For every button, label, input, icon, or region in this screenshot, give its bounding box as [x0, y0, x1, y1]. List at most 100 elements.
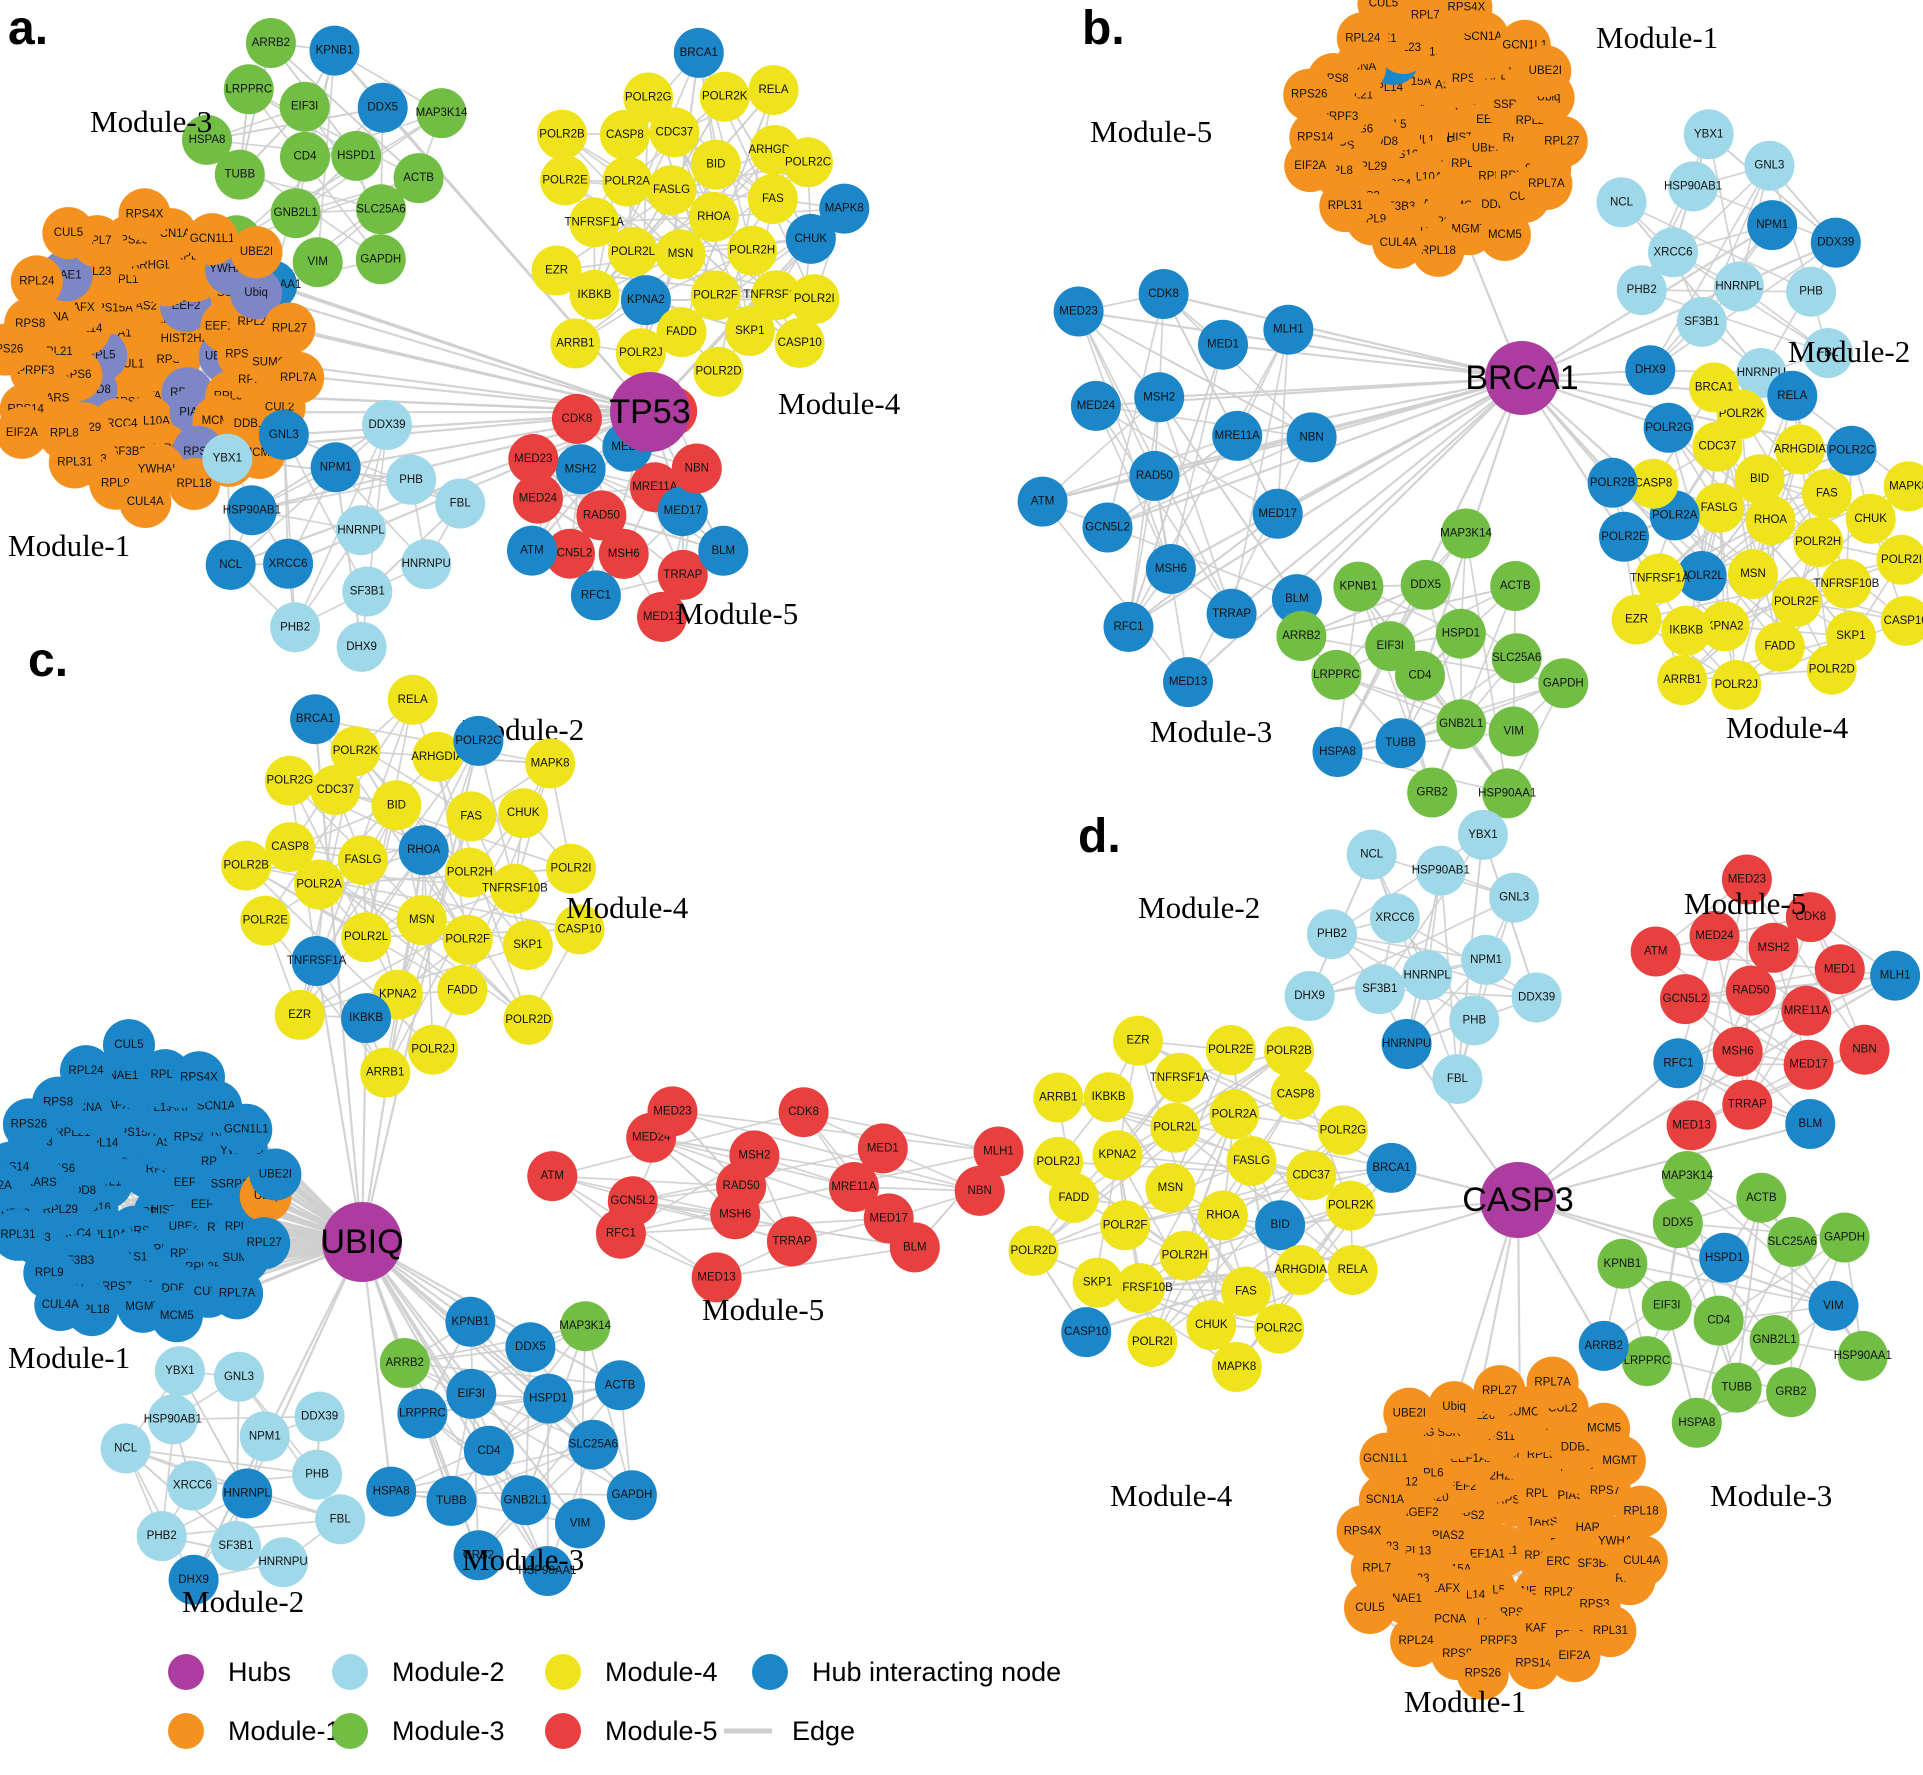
node-label: NBN	[685, 463, 709, 475]
node-label: EZR	[288, 1009, 311, 1021]
node-label: MSH2	[1143, 391, 1175, 403]
node-EIF3I	[279, 81, 330, 132]
node-label: MED1	[1207, 339, 1239, 351]
node-label: PHB2	[1627, 284, 1657, 296]
node-label: NCL	[1360, 849, 1384, 861]
hub-TP53	[610, 372, 690, 452]
node-label: ARHGDIA	[411, 751, 464, 763]
hub-edge	[1277, 377, 1523, 515]
edge	[1127, 513, 1279, 628]
node-TNFRSF1A	[569, 197, 620, 248]
node-label: YBX1	[1468, 829, 1497, 841]
node-BID	[690, 139, 741, 190]
node-label: HSP90AB1	[144, 1413, 202, 1425]
node-CUL5	[42, 207, 95, 259]
node-PHB2	[270, 602, 321, 653]
node-label: ARRB2	[1282, 630, 1320, 642]
node-FAS	[747, 174, 798, 224]
node-label: MED13	[1169, 676, 1207, 688]
node-label: VIM	[1503, 726, 1523, 738]
node-POLR2E	[1599, 511, 1649, 562]
node-label: RHOA	[1754, 514, 1788, 526]
node-label: POLR2K	[1719, 408, 1765, 420]
node-label: NPM1	[320, 461, 352, 473]
node-label: GRB2	[1775, 1386, 1806, 1398]
node-MSH6	[1145, 544, 1196, 594]
node-label: BID	[387, 799, 406, 811]
node-SF3B1	[342, 566, 393, 617]
node-label: RPL31	[0, 1229, 35, 1241]
node-label: RPL9	[101, 478, 130, 490]
node-label: HNRNPL	[1715, 281, 1763, 293]
node-label: VIM	[570, 1518, 590, 1530]
node-TRRAP	[657, 549, 708, 600]
node-label: RAD50	[1136, 470, 1173, 482]
node-label: TNFRSF1A	[564, 216, 624, 228]
node-label: ARRB2	[252, 37, 290, 49]
node-label: POLR2D	[695, 366, 741, 378]
node-label: BLM	[711, 545, 735, 557]
node-label: RPL24	[19, 275, 55, 287]
panel-letter-a: a.	[8, 2, 48, 55]
node-label: ARRB2	[386, 1357, 424, 1369]
node-HNRNPL	[1714, 261, 1764, 312]
node-label: FBL	[330, 1513, 352, 1525]
node-ARRB2	[245, 18, 296, 68]
node-label: HSP90AA1	[1478, 787, 1536, 799]
node-label: POLR2H	[1162, 1250, 1208, 1262]
node-label: XRCC6	[1654, 246, 1693, 258]
node-FBL	[435, 478, 486, 529]
node-DHX9	[1625, 345, 1676, 396]
node-label: MSH2	[738, 1149, 770, 1161]
node-label: TUBB	[224, 169, 255, 181]
node-RPL24	[10, 255, 63, 308]
node-label: RPL7	[1362, 1563, 1391, 1575]
node-label: EIF2A	[1559, 1650, 1591, 1662]
node-label: SF3B1	[218, 1540, 253, 1552]
node-label: PHB	[1799, 286, 1823, 298]
legend-swatch-icon	[752, 1654, 788, 1690]
node-label: DDX5	[1662, 1217, 1693, 1229]
node-label: HNRNPL	[1404, 969, 1452, 981]
node-label: HSPD1	[1442, 628, 1480, 640]
node-label: DDX5	[1410, 579, 1441, 591]
node-label: GNL3	[224, 1371, 254, 1383]
node-POLR2E	[540, 155, 591, 206]
node-ARHGDIA	[1774, 424, 1825, 475]
node-MSH6	[598, 528, 649, 579]
node-SLC25A6	[1491, 633, 1542, 684]
node-label: POLR2J	[411, 1044, 454, 1056]
node-NCL	[1596, 177, 1647, 228]
node-RHOA	[1745, 495, 1796, 546]
node-DDX39	[1810, 217, 1861, 268]
node-POLR2I	[789, 274, 840, 325]
node-label: RFC1	[606, 1228, 636, 1240]
node-label: MCM5	[1587, 1423, 1621, 1435]
node-label: POLR2E	[1208, 1044, 1254, 1056]
node-label: NAE1	[1392, 1593, 1422, 1605]
node-label: CHUK	[1854, 513, 1887, 525]
node-label: RPL31	[57, 457, 92, 469]
node-RAD50	[1129, 450, 1180, 501]
node-label: POLR2D	[1809, 664, 1855, 676]
node-SLC25A6	[356, 184, 406, 235]
node-label: SKP1	[735, 325, 764, 337]
module-label: Module-4	[566, 890, 689, 925]
node-TUBB	[214, 149, 265, 200]
node-label: FASLG	[1233, 1155, 1270, 1167]
node-label: GNL3	[1499, 892, 1529, 904]
node-KPNA2	[1699, 601, 1750, 652]
hub-label: CASP3	[1462, 1181, 1574, 1219]
node-label: HNRNPU	[402, 558, 451, 570]
node-label: HSP90AB1	[1412, 865, 1470, 877]
node-label: SLC25A6	[1768, 1236, 1817, 1248]
node-label: POLR2C	[1256, 1323, 1302, 1335]
node-label: GCN1L1	[1363, 1453, 1408, 1465]
node-label: MED24	[1077, 400, 1116, 412]
node-label: NPM1	[1756, 219, 1788, 231]
node-label: BRCA1	[680, 47, 718, 59]
node-PHB	[1786, 266, 1837, 317]
node-label: MAPK8	[1217, 1361, 1256, 1373]
node-label: SF3B1	[1362, 983, 1397, 995]
module-label: Module-1	[1404, 1684, 1526, 1719]
